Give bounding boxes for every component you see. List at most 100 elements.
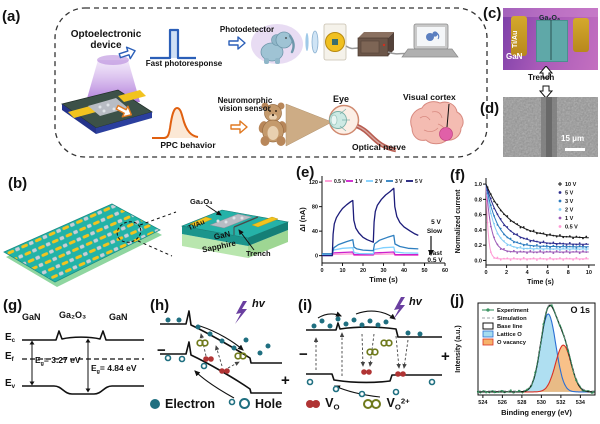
g-valence-band: [22, 385, 144, 395]
j-title: O 1s: [570, 305, 590, 315]
svg-text:Time (s): Time (s): [527, 279, 554, 286]
svg-text:30: 30: [380, 268, 386, 274]
arrow-to-fast-photoresponse: [118, 46, 136, 60]
svg-text:Intensity (a.u.): Intensity (a.u.): [455, 325, 462, 372]
elephant-art: [251, 24, 303, 64]
svg-text:0: 0: [315, 254, 318, 260]
legend-electron-label: Electron: [165, 396, 216, 411]
i-electron-arrow-1: [317, 311, 343, 319]
c-top-glow: [503, 8, 598, 17]
svg-text:0.0: 0.0: [474, 258, 482, 264]
f-legend: 10 V 5 V 3 V 2 V 1 V 0.5 V: [558, 182, 578, 231]
svg-text:530: 530: [537, 400, 546, 406]
fast-photoresponse-icon: [150, 28, 196, 60]
f-markers-10V: [486, 186, 588, 240]
teddy-bear-art: [258, 102, 288, 146]
electron-icon: [150, 398, 160, 409]
f-markers-3V: [486, 192, 588, 249]
g-ev-label: Ev: [5, 378, 16, 391]
g-eg-arrow-gan: [29, 340, 35, 386]
j-legend: Experiment Simulation Base line Lattice O O …: [482, 308, 529, 346]
svg-text:Experiment: Experiment: [497, 308, 529, 314]
svg-text:O vacancy: O vacancy: [497, 340, 527, 346]
trench-pointer-arrows: [538, 66, 554, 98]
svg-text:2 V: 2 V: [375, 179, 383, 185]
svg-text:60: 60: [442, 268, 448, 274]
device-array-art: [3, 203, 177, 287]
laptop-icon: [401, 23, 459, 58]
g-eg-arrow-ga2o3: [85, 338, 91, 393]
single-device-art: [180, 204, 290, 258]
svg-text:5 V: 5 V: [415, 179, 423, 185]
panel-e-label: (e): [296, 164, 315, 181]
legend-vo2: VO2+: [363, 396, 410, 412]
legend-vo2-label: VO2+: [386, 396, 410, 412]
svg-text:Simulation: Simulation: [497, 316, 527, 322]
svg-text:0.5 V: 0.5 V: [334, 179, 346, 185]
j-axes: 524 526 528 530 532 534 Binding energy (eV) Int…: [455, 302, 596, 417]
vision-cone-art: [285, 103, 333, 147]
ppc-behavior-icon: [152, 106, 199, 139]
h-hole-flow-arrow: [194, 370, 235, 399]
f-series-2V: [485, 184, 589, 250]
optic-nerve-art: [356, 123, 397, 153]
svg-text:532: 532: [556, 400, 565, 406]
eye-art: [328, 104, 360, 136]
legend-vo: VO: [306, 396, 339, 412]
svg-text:5 V: 5 V: [431, 219, 441, 226]
optoelectronic-device-art: [61, 55, 153, 134]
i-capture-arrow-3: [395, 335, 401, 369]
visual-cortex-label: Visual cortex: [403, 92, 456, 102]
svg-text:0: 0: [320, 268, 323, 274]
h-holes: [164, 354, 236, 406]
photodetector-sensor-icon: [323, 23, 347, 61]
h-minus-terminal: −: [157, 342, 166, 359]
i-photon-bolt: [393, 297, 405, 320]
photodetector-label: Photodetector: [219, 25, 275, 34]
svg-text:0: 0: [484, 270, 487, 276]
optoelectronic-device-label: Optoelectronic device: [70, 29, 142, 51]
svg-text:50: 50: [421, 268, 427, 274]
c-trench-line: [550, 20, 552, 60]
svg-text:Time (s): Time (s): [369, 275, 398, 284]
e-series-5V: [322, 187, 419, 257]
panel-a-dashed-border: [54, 7, 488, 158]
h-trap-arrow-3: [227, 361, 240, 369]
panel-c-micrograph: [503, 8, 598, 70]
g-gan-right-label: GaN: [109, 312, 128, 322]
f-markers-1V: [486, 199, 588, 255]
b-ga2o3-label: Ga₂O₃: [190, 197, 213, 206]
b-trench-label: Trench: [246, 249, 271, 258]
svg-text:10: 10: [586, 270, 592, 276]
c-gan-label: GaN: [506, 52, 523, 61]
g-ef-label: Ef: [5, 351, 14, 364]
chart-xps-o1s: 524 526 528 530 532 534 Binding energy (eV) Int…: [455, 302, 596, 417]
panel-a-illustration: [54, 7, 488, 158]
g-conduction-band: [22, 330, 144, 341]
neuromorphic-label: Neuromorphic vision sensor: [217, 96, 273, 114]
h-electrons: [165, 317, 271, 356]
svg-text:0.8: 0.8: [474, 197, 482, 203]
panel-a-label: (a): [2, 8, 21, 25]
h-oxygen-vacancies: [196, 339, 247, 374]
i-hv-label: hv: [409, 296, 422, 308]
i-electron-arrow-2: [355, 310, 396, 320]
g-ga2o3-label: Ga₂O₃: [59, 310, 87, 320]
ppc-behavior-label: PPC behavior: [160, 140, 216, 150]
optical-nerve-label: Optical nerve: [352, 142, 406, 152]
svg-text:Lattice O: Lattice O: [497, 332, 522, 338]
j-experiment-markers: [476, 304, 594, 394]
f-series-10V: [485, 183, 589, 239]
svg-text:5 V: 5 V: [565, 191, 574, 197]
c-ga2o3-film: [536, 20, 568, 62]
svg-text:10: 10: [339, 268, 345, 274]
svg-text:528: 528: [517, 400, 526, 406]
h-photon-bolt: [235, 301, 247, 324]
legend-hole-label: Hole: [255, 396, 283, 411]
d-scalebar: [565, 148, 585, 151]
i-holes: [306, 378, 436, 398]
arrow-to-elephant: [228, 36, 246, 50]
cable-1: [345, 45, 359, 50]
h-plus-terminal: +: [281, 372, 290, 389]
